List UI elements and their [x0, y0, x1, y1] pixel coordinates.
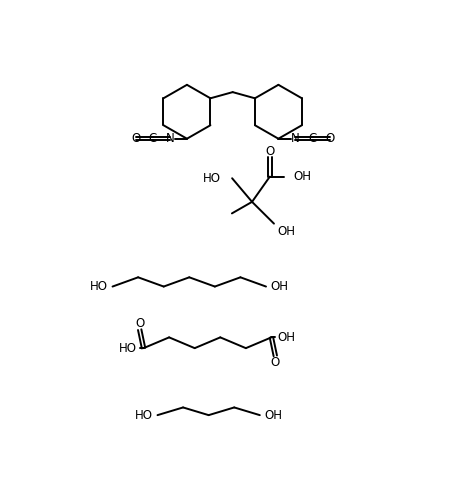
Text: OH: OH: [278, 331, 296, 344]
Text: O: O: [265, 145, 275, 158]
Text: C: C: [308, 132, 316, 145]
Text: O: O: [135, 317, 144, 330]
Text: O: O: [131, 132, 140, 145]
Text: HO: HO: [90, 280, 108, 293]
Text: HO: HO: [203, 172, 221, 185]
Text: OH: OH: [264, 409, 282, 422]
Text: O: O: [271, 355, 280, 368]
Text: OH: OH: [277, 225, 295, 238]
Text: HO: HO: [119, 342, 138, 354]
Text: OH: OH: [271, 280, 289, 293]
Text: HO: HO: [135, 409, 153, 422]
Text: O: O: [325, 132, 334, 145]
Text: OH: OH: [293, 170, 311, 183]
Text: N: N: [166, 132, 174, 145]
Text: C: C: [149, 132, 157, 145]
Text: N: N: [291, 132, 300, 145]
